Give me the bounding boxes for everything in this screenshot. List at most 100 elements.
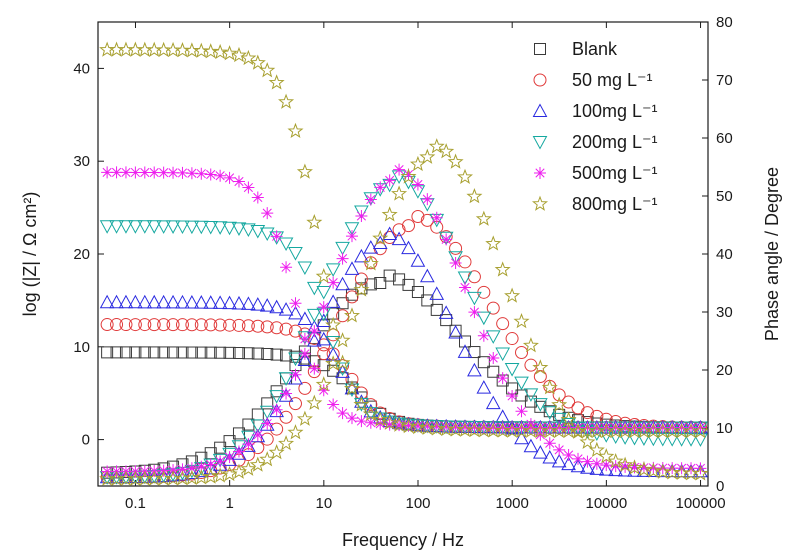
- phase-point: [440, 314, 453, 327]
- series-layer: [99, 41, 709, 486]
- phase-point: [419, 148, 436, 164]
- modulus-point: [212, 221, 228, 235]
- phase-point: [635, 461, 652, 477]
- y-right-tick-label: 20: [716, 362, 733, 379]
- phase-point: [287, 424, 304, 440]
- phase-point: [448, 324, 463, 339]
- phase-point: [551, 453, 567, 468]
- phase-point: [278, 388, 294, 402]
- phase-point: [600, 459, 613, 472]
- phase-point: [374, 277, 387, 290]
- modulus-point: [675, 421, 688, 434]
- modulus-point: [137, 294, 153, 309]
- modulus-point: [185, 318, 199, 332]
- y-left-axis-title: log (|Z| / Ω cm²): [20, 192, 40, 317]
- phase-point: [393, 163, 406, 176]
- phase-point: [533, 398, 548, 412]
- y-right-axis-title: Phase angle / Degree: [762, 167, 782, 341]
- modulus-point: [656, 421, 669, 434]
- modulus-point: [101, 166, 114, 179]
- legend-marker: [534, 167, 546, 179]
- phase-point: [486, 301, 500, 315]
- modulus-point: [232, 318, 246, 332]
- phase-point: [278, 435, 295, 451]
- phase-point: [185, 462, 198, 475]
- modulus-point: [175, 294, 190, 309]
- phase-point: [607, 452, 624, 469]
- phase-point: [176, 463, 189, 476]
- phase-point: [447, 153, 464, 169]
- legend-label: 800mg L⁻¹: [572, 194, 658, 214]
- modulus-point: [157, 318, 171, 332]
- modulus-point: [280, 261, 293, 274]
- modulus-point: [421, 420, 434, 433]
- phase-point: [542, 449, 558, 464]
- phase-point: [288, 397, 302, 411]
- phase-point: [297, 331, 313, 345]
- phase-point: [306, 308, 322, 323]
- phase-point: [617, 456, 634, 472]
- y-right-tick-label: 60: [716, 130, 733, 147]
- modulus-point: [628, 421, 641, 434]
- modulus-point: [391, 416, 408, 432]
- modulus-point: [193, 295, 209, 309]
- phase-point: [392, 223, 406, 237]
- phase-point: [541, 379, 558, 395]
- phase-point: [467, 270, 481, 284]
- phase-point: [327, 276, 340, 289]
- phase-point: [242, 438, 255, 451]
- modulus-point: [242, 181, 255, 194]
- legend-label: Blank: [572, 39, 618, 59]
- modulus-point: [449, 420, 462, 433]
- modulus-point: [156, 220, 171, 234]
- modulus-point: [250, 297, 266, 311]
- modulus-point: [572, 421, 585, 434]
- modulus-point: [288, 247, 303, 261]
- phase-point: [562, 395, 576, 409]
- phase-point: [221, 465, 238, 482]
- modulus-point: [270, 321, 284, 335]
- phase-point: [438, 231, 454, 246]
- modulus-point: [176, 346, 189, 359]
- modulus-point: [100, 318, 114, 332]
- phase-point: [195, 460, 208, 473]
- phase-point: [534, 428, 547, 441]
- phase-point: [560, 411, 577, 427]
- modulus-point: [175, 318, 189, 332]
- phase-point: [476, 311, 492, 326]
- modulus-point: [223, 171, 236, 184]
- modulus-point: [148, 346, 161, 359]
- phase-point: [316, 285, 332, 300]
- modulus-point: [231, 222, 247, 236]
- modulus-point: [335, 362, 350, 377]
- modulus-point: [193, 220, 209, 235]
- modulus-point: [289, 297, 302, 310]
- phase-point: [261, 417, 274, 430]
- phase-point: [288, 352, 303, 367]
- phase-point: [298, 381, 312, 395]
- phase-point: [306, 333, 322, 347]
- phase-point: [383, 174, 396, 187]
- modulus-point: [261, 347, 274, 360]
- modulus-point: [393, 419, 406, 432]
- phase-point: [401, 219, 415, 233]
- modulus-point: [214, 346, 227, 359]
- x-axis-title: Frequency / Hz: [342, 530, 464, 550]
- modulus-point: [270, 348, 283, 361]
- phase-point: [401, 240, 416, 255]
- phase-point: [522, 337, 539, 353]
- phase-point: [457, 271, 473, 286]
- phase-point: [344, 222, 360, 236]
- phase-point: [308, 325, 321, 338]
- phase-point: [448, 251, 463, 265]
- phase-point: [374, 181, 387, 194]
- modulus-point: [147, 318, 161, 332]
- modulus-point: [128, 220, 143, 234]
- phase-point: [467, 291, 482, 306]
- phase-point: [270, 422, 284, 436]
- phase-point: [476, 380, 492, 394]
- modulus-point: [506, 421, 519, 434]
- modulus-point: [335, 364, 350, 378]
- modulus-point: [306, 281, 322, 296]
- modulus-point: [327, 398, 340, 411]
